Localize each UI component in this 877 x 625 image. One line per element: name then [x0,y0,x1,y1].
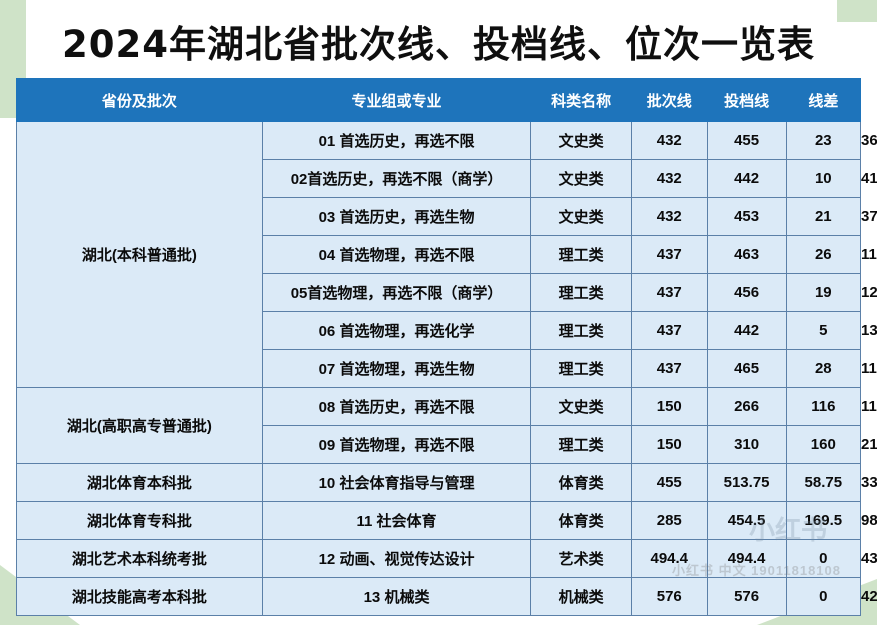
cell-major-group: 04 首选物理，再选不限 [261,235,532,274]
cell-province: 湖北艺术本科统考批 [16,539,263,578]
cell-admission-line: 453 [706,197,787,236]
cell-batch-line: 150 [631,387,708,426]
table-header: 省份及批次 专业组或专业 科类名称 批次线 投档线 线差 位次 [16,78,876,122]
cell-province: 湖北技能高考本科批 [16,577,263,616]
table-row: 02首选历史，再选不限（商学）文史类4324421041409 [17,159,877,198]
table-row: 04 首选物理，再选不限理工类43746326119955 [17,235,877,274]
cell-admission-line: 310 [706,425,787,464]
cell-line-diff: 26 [785,235,862,274]
cell-category: 理工类 [530,311,632,350]
cell-batch-line: 455 [631,463,708,502]
table-row: 湖北(高职高专普通批)08 首选历史，再选不限文史类15026611611443… [16,387,877,464]
page-title: 2024年湖北省批次线、投档线、位次一览表 [62,23,815,66]
table-row: 09 首选物理，再选不限理工类150310160217175 [17,425,877,464]
cell-line-diff: 19 [785,273,862,312]
cell-line-diff: 0 [785,539,862,578]
cell-line-diff: 10 [785,159,862,198]
column-header-admission-line: 投档线 [706,78,787,122]
cell-batch-line: 576 [631,577,708,616]
column-header-province: 省份及批次 [16,78,263,122]
cell-category: 理工类 [530,235,632,274]
cell-line-diff: 23 [785,121,862,160]
cell-batch-line: 437 [631,349,708,388]
cell-admission-line: 465 [706,349,787,388]
cell-line-diff: 116 [785,387,862,426]
cell-province: 湖北体育专科批 [16,501,263,540]
cell-batch-line: 437 [631,273,708,312]
cell-category: 文史类 [530,121,632,160]
cell-batch-line: 432 [631,159,708,198]
cell-category: 文史类 [530,159,632,198]
cell-line-diff: 160 [785,425,862,464]
cell-admission-line: 455 [706,121,787,160]
table-row: 05首选物理，再选不限（商学）理工类43745619125484 [17,273,877,312]
table-row: 07 首选物理，再选生物理工类43746528118376 [17,349,877,388]
cell-major-group: 07 首选物理，再选生物 [261,349,532,388]
table-row: 03 首选历史，再选生物文史类4324532137284 [17,197,877,236]
score-line-table: 省份及批次 专业组或专业 科类名称 批次线 投档线 线差 位次 湖北(本科普通批… [16,78,877,616]
cell-admission-line: 463 [706,235,787,274]
column-header-batch-line: 批次线 [631,78,708,122]
cell-major-group: 13 机械类 [261,577,532,616]
cell-line-diff: 0 [785,577,862,616]
cell-batch-line: 285 [631,501,708,540]
cell-line-diff: 5 [785,311,862,350]
cell-batch-line: 437 [631,235,708,274]
cell-admission-line: 442 [706,159,787,198]
cell-batch-line: 432 [631,197,708,236]
cell-category: 艺术类 [530,539,632,578]
cell-batch-line: 150 [631,425,708,464]
cell-admission-line: 494.4 [706,539,787,578]
cell-major-group: 05首选物理，再选不限（商学） [261,273,532,312]
cell-category: 文史类 [530,197,632,236]
cell-batch-line: 432 [631,121,708,160]
column-header-category: 科类名称 [530,78,632,122]
table-row: 06 首选物理，再选化学理工类4374425136436 [17,311,877,350]
cell-major-group: 09 首选物理，再选不限 [261,425,532,464]
cell-admission-line: 456 [706,273,787,312]
cell-category: 体育类 [530,463,632,502]
cell-major-group: 01 首选历史，再选不限 [261,121,532,160]
cell-category: 理工类 [530,425,632,464]
cell-major-group: 03 首选历史，再选生物 [261,197,532,236]
cell-category: 机械类 [530,577,632,616]
cell-category: 体育类 [530,501,632,540]
cell-line-diff: 28 [785,349,862,388]
cell-line-diff: 169.5 [785,501,862,540]
cell-major-group: 10 社会体育指导与管理 [261,463,532,502]
cell-batch-line: 437 [631,311,708,350]
cell-major-group: 08 首选历史，再选不限 [261,387,532,426]
cell-batch-line: 494.4 [631,539,708,578]
table-body: 湖北(本科普通批)01 首选历史，再选不限文史类432455233654502首… [16,121,877,616]
cell-admission-line: 266 [706,387,787,426]
cell-admission-line: 576 [706,577,787,616]
cell-category: 文史类 [530,387,632,426]
cell-major-group: 11 社会体育 [261,501,532,540]
cell-major-group: 02首选历史，再选不限（商学） [261,159,532,198]
table-header-row: 省份及批次 专业组或专业 科类名称 批次线 投档线 线差 位次 [16,78,876,122]
cell-admission-line: 513.75 [706,463,787,502]
cell-province: 湖北体育本科批 [16,463,263,502]
cell-admission-line: 454.5 [706,501,787,540]
cell-province: 湖北(本科普通批) [16,121,263,388]
column-header-line-diff: 线差 [785,78,862,122]
cell-line-diff: 58.75 [785,463,862,502]
cell-major-group: 12 动画、视觉传达设计 [261,539,532,578]
cell-admission-line: 442 [706,311,787,350]
decorative-corner-top-right [837,0,877,22]
cell-category: 理工类 [530,273,632,312]
table-container: 省份及批次 专业组或专业 科类名称 批次线 投档线 线差 位次 湖北(本科普通批… [16,78,877,616]
table-row: 湖北(本科普通批)01 首选历史，再选不限文史类4324552336545 [16,121,877,388]
cell-line-diff: 21 [785,197,862,236]
cell-category: 理工类 [530,349,632,388]
cell-major-group: 06 首选物理，再选化学 [261,311,532,350]
column-header-major-group: 专业组或专业 [261,78,532,122]
cell-province: 湖北(高职高专普通批) [16,387,263,464]
